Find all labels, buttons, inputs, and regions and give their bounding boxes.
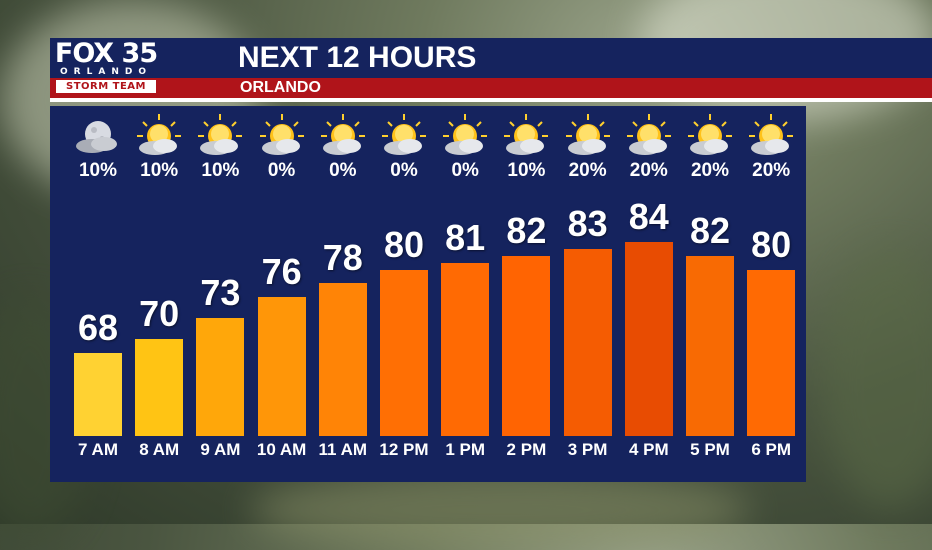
logo-storm-team: STORM TEAM (56, 80, 156, 93)
rain-chance-label: 10% (507, 160, 546, 181)
sun-cloud-icon (133, 112, 185, 158)
rain-chance-label: 0% (390, 160, 418, 181)
moon-cloud-icon (72, 112, 124, 158)
rain-chance-label: 10% (201, 160, 240, 181)
temperature-label: 84 (628, 195, 669, 237)
hour-label: 7 AM (78, 440, 118, 459)
hour-label: 6 PM (751, 440, 792, 459)
temperature-bar (135, 338, 184, 436)
sun-cloud-icon (378, 112, 430, 158)
temperature-label: 80 (383, 223, 425, 265)
hour-label: 8 AM (139, 440, 180, 459)
sun-cloud-icon (317, 112, 369, 158)
hour-label: 2 PM (506, 440, 547, 459)
hour-label: 4 PM (628, 440, 669, 459)
hour-label: 9 AM (200, 440, 241, 459)
temperature-bar (441, 262, 490, 436)
location-bar (50, 78, 932, 98)
sun-cloud-icon (500, 112, 552, 158)
temperature-bar (257, 297, 306, 436)
temperature-bar (563, 248, 612, 436)
fox35-logo: FOX 35 ORLANDO STORM TEAM (54, 40, 158, 96)
hour-label: 10 AM (256, 440, 307, 459)
hour-label: 1 PM (445, 440, 486, 459)
temperature-bar (318, 283, 367, 436)
sun-cloud-icon (623, 112, 675, 158)
temperature-label: 82 (506, 209, 547, 251)
hour-label: 5 PM (690, 440, 730, 459)
temperature-label: 80 (751, 223, 792, 265)
temperature-label: 70 (139, 292, 180, 334)
hour-label: 12 PM (379, 440, 429, 459)
temperature-label: 76 (261, 251, 302, 293)
hour-label: 3 PM (567, 440, 608, 459)
temperature-label: 68 (77, 306, 119, 348)
page-title: NEXT 12 HOURS (238, 41, 477, 74)
logo-fox35: FOX 35 (54, 38, 158, 69)
temperature-bar (196, 318, 245, 436)
rain-chance-label: 0% (267, 160, 296, 181)
sun-cloud-icon (256, 112, 308, 158)
temperature-label: 78 (322, 237, 363, 279)
header-bar (50, 38, 932, 78)
rain-chance-label: 20% (752, 160, 791, 181)
temperature-bar (624, 241, 673, 436)
temperature-label: 83 (567, 202, 608, 244)
temperature-bar (747, 269, 796, 436)
temperature-label: 81 (445, 216, 486, 258)
sun-cloud-icon (684, 112, 736, 158)
sun-cloud-icon (745, 112, 797, 158)
rain-chance-label: 20% (568, 160, 607, 181)
temperature-bar (502, 255, 551, 436)
header-divider (50, 98, 932, 102)
sun-cloud-icon (439, 112, 491, 158)
location-label: ORLANDO (240, 79, 321, 96)
sun-cloud-icon (194, 112, 246, 158)
temperature-label: 73 (200, 272, 241, 314)
hour-label: 11 AM (318, 440, 368, 459)
rain-chance-label: 10% (140, 160, 179, 181)
temperature-label: 82 (689, 209, 731, 251)
temperature-bar (686, 255, 734, 436)
temperature-bar (74, 352, 122, 436)
logo-city: ORLANDO (60, 67, 152, 77)
rain-chance-label: 0% (329, 160, 357, 181)
temperature-bar (380, 269, 428, 436)
rain-chance-label: 0% (451, 160, 479, 181)
sun-cloud-icon (562, 112, 614, 158)
rain-chance-label: 20% (690, 160, 730, 181)
rain-chance-label: 10% (78, 160, 118, 181)
rain-chance-label: 20% (629, 160, 668, 181)
